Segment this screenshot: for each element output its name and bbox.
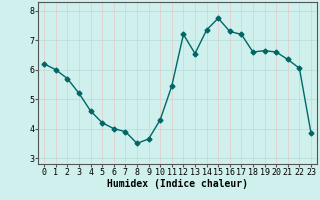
X-axis label: Humidex (Indice chaleur): Humidex (Indice chaleur) [107, 179, 248, 189]
